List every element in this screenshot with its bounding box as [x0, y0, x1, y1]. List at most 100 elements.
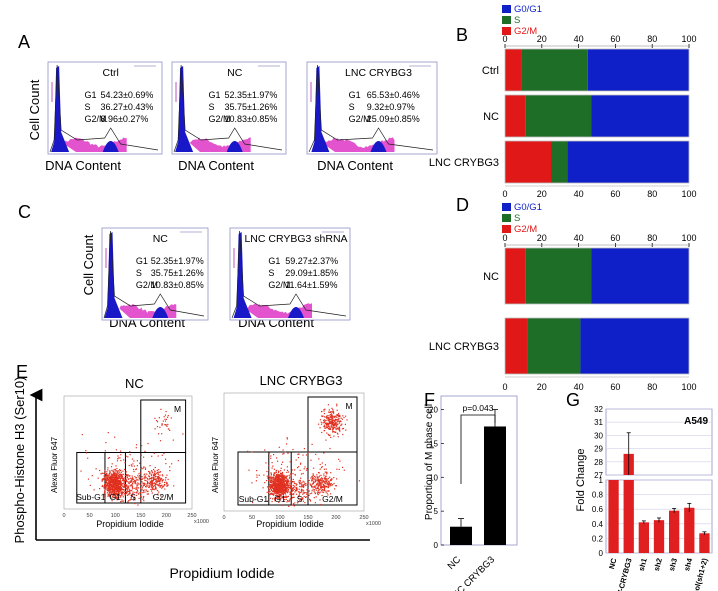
- e-lnc-scatter-point: [336, 405, 338, 407]
- e-nc-scatter-point: [125, 455, 127, 457]
- e-lnc-scatter-point: [321, 491, 323, 493]
- e-lnc-scatter-point: [269, 478, 271, 480]
- e-nc-scatter-point: [117, 490, 120, 492]
- e-lnc-scatter-point: [256, 474, 258, 476]
- e-lnc-scatter-point: [325, 468, 327, 470]
- e-nc-x-tick-label: 250: [187, 513, 196, 519]
- e-nc-scatter-point: [126, 489, 128, 491]
- e-nc-scatter-point: [120, 484, 122, 486]
- e-lnc-scatter-point: [277, 473, 279, 476]
- e-lnc-x-unit-label: x1000: [366, 521, 381, 527]
- e-nc-scatter-point: [104, 498, 106, 500]
- e-nc-scatter-point: [132, 481, 134, 483]
- d-bar-segment: [580, 318, 689, 374]
- e-lnc-scatter-point: [327, 425, 329, 427]
- e-nc-scatter-point: [140, 492, 142, 494]
- e-nc-scatter-point: [106, 489, 108, 491]
- e-lnc-scatter-point: [327, 417, 329, 419]
- e-nc-scatter-point: [144, 467, 147, 469]
- c-stat-value: 35.75±1.26%: [151, 268, 204, 278]
- e-nc-scatter-point: [147, 483, 149, 485]
- e-nc-scatter-point: [108, 478, 110, 480]
- e-lnc-scatter-point: [275, 470, 277, 472]
- b-bar-segment: [525, 95, 592, 137]
- e-nc-scatter-point: [164, 488, 166, 490]
- e-lnc-scatter-point: [277, 487, 279, 490]
- e-nc-scatter-point: [111, 483, 113, 486]
- e-lnc-scatter-point: [316, 474, 318, 476]
- e-lnc-scatter-point: [271, 485, 273, 487]
- e-lnc-scatter-point: [333, 431, 336, 433]
- e-nc-scatter-point: [118, 457, 120, 459]
- e-lnc-scatter-title: LNC CRYBG3: [260, 373, 343, 388]
- e-nc-scatter-point: [109, 491, 111, 494]
- c-stat-phase: G2/M: [136, 280, 158, 290]
- e-lnc-scatter-point: [269, 486, 271, 488]
- e-lnc-scatter-point: [271, 487, 273, 489]
- e-nc-scatter-point: [131, 479, 133, 481]
- e-nc-gate-label: Sub-G1: [76, 492, 106, 502]
- e-lnc-scatter-point: [276, 480, 278, 482]
- e-lnc-scatter-point: [320, 485, 322, 488]
- c-stat-value: 10.83±0.85%: [151, 280, 204, 290]
- e-lnc-scatter-point: [288, 477, 290, 479]
- e-lnc-scatter-point: [320, 477, 323, 479]
- e-nc-scatter-point: [116, 489, 119, 491]
- e-nc-scatter-point: [151, 471, 153, 473]
- e-nc-scatter-point: [116, 482, 119, 484]
- e-nc-scatter-point: [121, 499, 123, 501]
- e-nc-scatter-point: [134, 499, 136, 501]
- e-lnc-scatter-point: [321, 489, 323, 491]
- e-lnc-scatter-point: [264, 482, 266, 484]
- e-nc-scatter-point: [120, 482, 122, 484]
- e-nc-scatter-point: [153, 452, 155, 454]
- e-lnc-scatter-point: [286, 481, 288, 483]
- e-nc-scatter-point: [124, 494, 126, 496]
- e-nc-scatter-point: [129, 492, 131, 494]
- e-nc-scatter-point: [143, 500, 145, 502]
- e-lnc-scatter-point: [285, 496, 287, 498]
- e-lnc-scatter-point: [314, 485, 316, 487]
- e-lnc-scatter-point: [305, 454, 307, 456]
- e-lnc-scatter-point: [277, 475, 279, 477]
- e-lnc-scatter-point: [276, 486, 278, 488]
- e-nc-scatter-point: [148, 485, 150, 487]
- e-nc-scatter-point: [161, 433, 163, 435]
- e-lnc-scatter-point: [277, 489, 279, 491]
- e-nc-scatter-point: [124, 468, 126, 471]
- d-legend-label: G2/M: [514, 224, 537, 235]
- e-nc-scatter-point: [87, 478, 90, 480]
- e-lnc-scatter-point: [283, 492, 285, 494]
- e-nc-scatter-point: [131, 489, 133, 492]
- e-lnc-scatter-point: [330, 472, 332, 474]
- e-nc-scatter-point: [114, 487, 116, 489]
- e-lnc-scatter-point: [267, 477, 269, 479]
- a-histogram-outline: [49, 64, 159, 153]
- e-lnc-scatter-point: [284, 475, 286, 477]
- e-nc-scatter-point: [120, 475, 122, 477]
- e-lnc-scatter-point: [282, 488, 284, 491]
- e-nc-scatter-point: [115, 487, 117, 489]
- e-lnc-scatter-point: [330, 416, 333, 418]
- e-nc-scatter-point: [148, 483, 150, 485]
- e-lnc-scatter-point: [332, 426, 334, 429]
- e-lnc-scatter-point: [279, 475, 281, 477]
- e-lnc-scatter-point: [279, 491, 281, 493]
- e-lnc-scatter-point: [266, 486, 269, 488]
- e-lnc-scatter-point: [266, 475, 268, 477]
- e-lnc-scatter-point: [297, 498, 300, 500]
- e-lnc-scatter-point: [272, 498, 274, 500]
- e-lnc-scatter-point: [290, 483, 292, 485]
- e-lnc-scatter-point: [274, 490, 276, 493]
- e-lnc-scatter-point: [326, 424, 328, 426]
- e-lnc-scatter-point: [325, 416, 327, 418]
- e-lnc-scatter-point: [336, 416, 338, 418]
- e-nc-scatter-point: [109, 482, 111, 484]
- e-lnc-scatter-point: [270, 488, 272, 490]
- e-lnc-scatter-point: [312, 473, 314, 475]
- e-nc-scatter-point: [107, 485, 109, 487]
- e-lnc-scatter-point: [302, 497, 304, 499]
- e-nc-scatter-point: [112, 479, 114, 481]
- e-lnc-scatter-point: [306, 493, 308, 495]
- e-nc-scatter-point: [115, 449, 117, 451]
